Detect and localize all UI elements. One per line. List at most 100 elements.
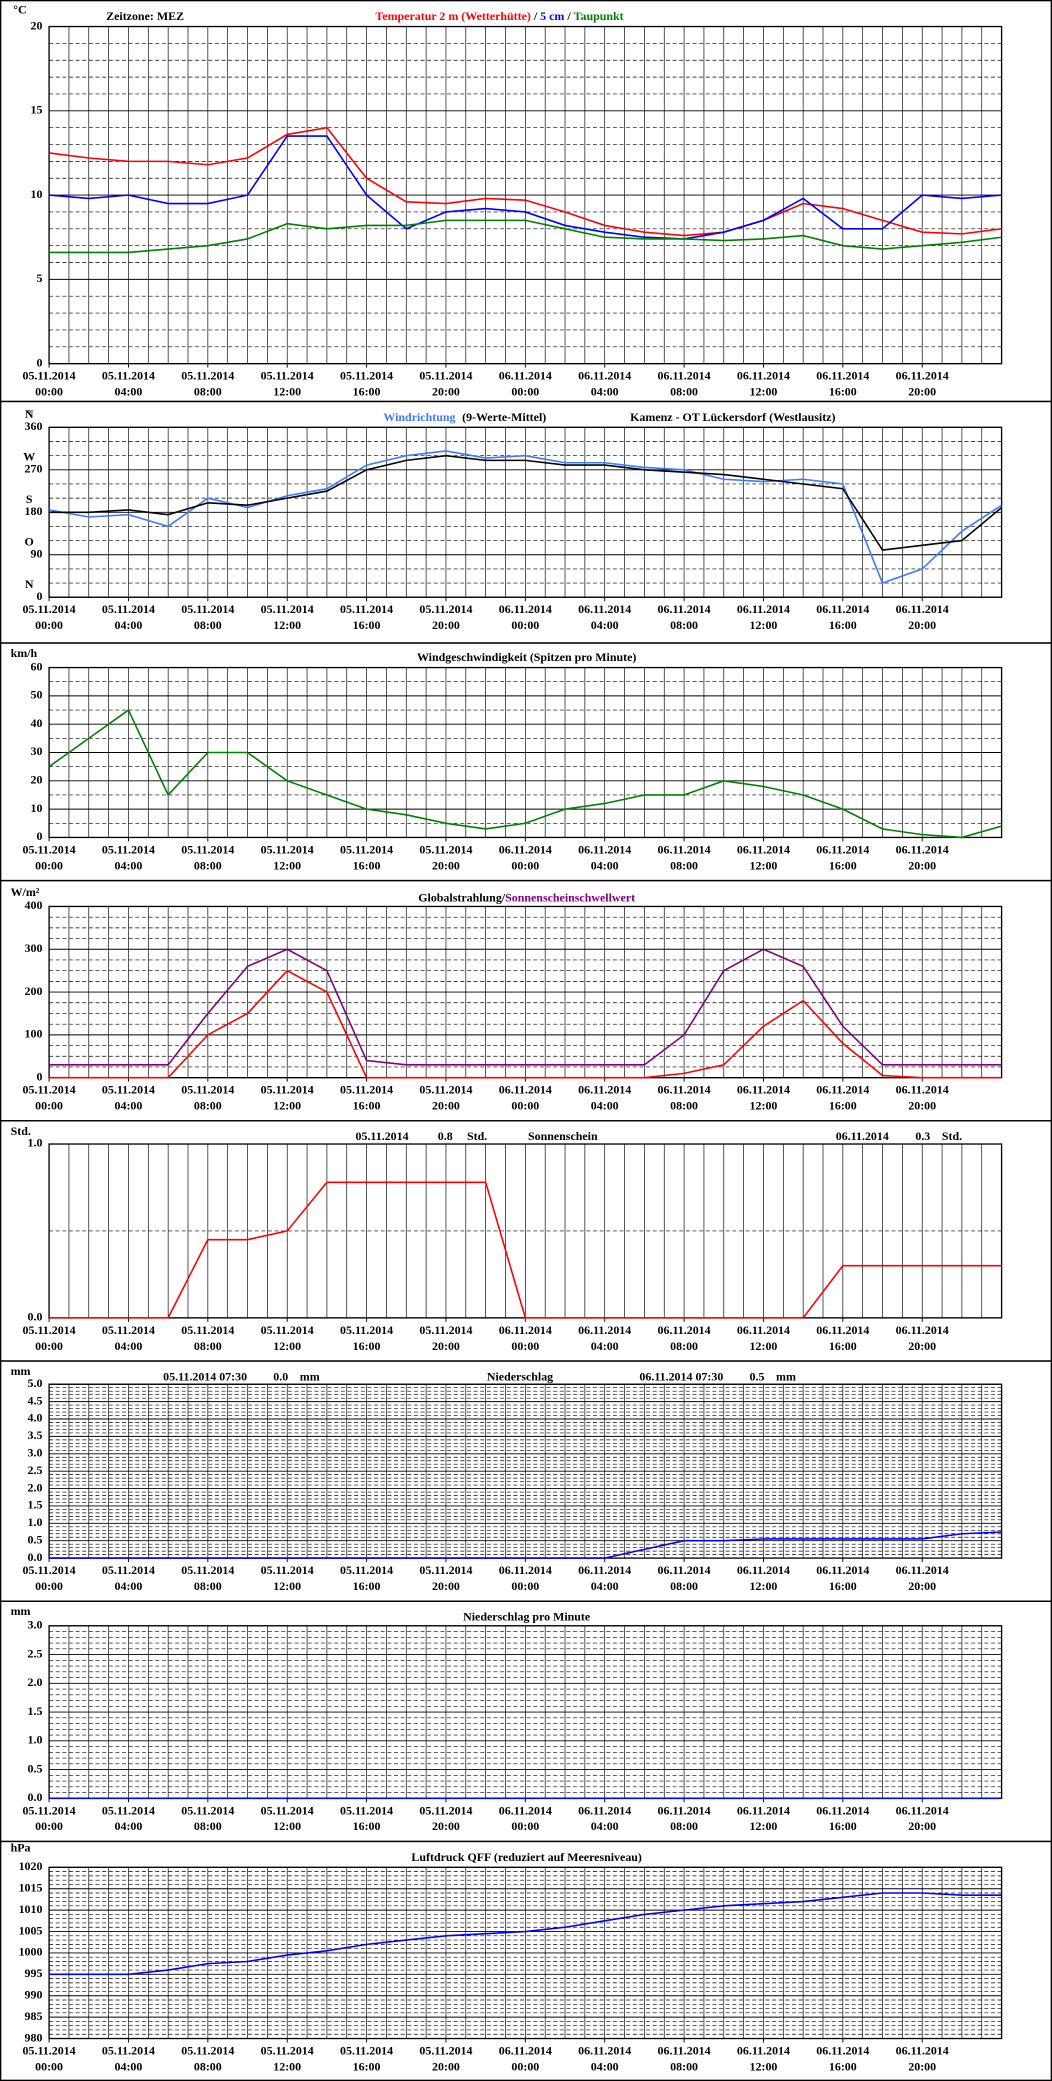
x-tick-date: 06.11.2014 xyxy=(658,1323,711,1337)
x-tick-time: 00:00 xyxy=(511,2059,539,2073)
x-tick-time: 00:00 xyxy=(35,618,63,632)
x-tick-time: 04:00 xyxy=(115,858,143,872)
legend: Globalstrahlung/Sonnenscheinschwellwert xyxy=(418,890,635,904)
x-tick-time: 00:00 xyxy=(35,1579,63,1593)
x-tick-date: 06.11.2014 xyxy=(578,1803,631,1817)
annotation: mm xyxy=(776,1369,796,1383)
x-tick-time: 08:00 xyxy=(670,385,698,399)
x-tick-date: 06.11.2014 xyxy=(578,842,631,856)
x-tick-date: 05.11.2014 xyxy=(419,602,472,616)
panel: 0.0 0.5 1.0 1.5 2.0 2.5 3.0 05.11.2014 00:00 05.1… xyxy=(0,1600,1052,1843)
x-tick-time: 12:00 xyxy=(273,858,301,872)
x-tick-time: 04:00 xyxy=(115,2059,143,2073)
x-tick-date: 05.11.2014 xyxy=(102,602,155,616)
x-tick-time: 20:00 xyxy=(908,618,936,632)
x-tick-time: 16:00 xyxy=(829,1819,857,1833)
y-tick-label: 995 xyxy=(25,1966,43,1980)
x-tick-time: 08:00 xyxy=(194,858,222,872)
panel: 980 985 990 995 1000 1005 1010 1015 1020 05.11.20… xyxy=(0,1840,1052,2081)
x-tick-date: 05.11.2014 xyxy=(181,369,234,383)
x-tick-time: 20:00 xyxy=(908,858,936,872)
x-tick-date: 05.11.2014 xyxy=(181,1323,234,1337)
legend-separator: / xyxy=(564,9,573,23)
x-tick-date: 05.11.2014 xyxy=(261,1323,314,1337)
x-tick-date: 06.11.2014 xyxy=(499,1323,552,1337)
x-tick-date: 05.11.2014 xyxy=(23,1563,76,1577)
x-tick-time: 00:00 xyxy=(511,1099,539,1113)
x-tick-time: 04:00 xyxy=(591,385,619,399)
x-tick-date: 06.11.2014 xyxy=(896,369,949,383)
y-tick-label: 100 xyxy=(25,1027,43,1041)
x-tick-time: 04:00 xyxy=(591,858,619,872)
annotation: Std. xyxy=(942,1129,962,1143)
y-tick-label: 30 xyxy=(31,744,43,758)
y-tick-label: 90 xyxy=(31,546,43,560)
x-tick-time: 12:00 xyxy=(273,2059,301,2073)
x-tick-time: 12:00 xyxy=(273,1579,301,1593)
x-tick-date: 05.11.2014 xyxy=(340,1083,393,1097)
y-tick-label: 200 xyxy=(25,984,43,998)
y-tick-label: 2.0 xyxy=(28,1675,43,1689)
x-tick-time: 00:00 xyxy=(511,1579,539,1593)
y-tick-label: 2.0 xyxy=(28,1480,43,1494)
annotation: 06.11.2014 07:30 xyxy=(639,1369,723,1383)
x-tick-date: 06.11.2014 xyxy=(578,369,631,383)
x-tick-date: 06.11.2014 xyxy=(896,842,949,856)
x-tick-time: 12:00 xyxy=(750,858,778,872)
x-tick-date: 05.11.2014 xyxy=(261,1803,314,1817)
y-tick-label: 1005 xyxy=(19,1923,43,1937)
x-tick-date: 06.11.2014 xyxy=(816,1323,869,1337)
x-tick-date: 05.11.2014 xyxy=(419,2044,472,2058)
x-tick-date: 06.11.2014 xyxy=(499,842,552,856)
y-tick-label: 20 xyxy=(31,773,43,787)
x-tick-date: 06.11.2014 xyxy=(499,1083,552,1097)
station: Kamenz - OT Lückersdorf (Westlausitz) xyxy=(630,410,835,424)
y-tick-label: 2.5 xyxy=(28,1463,43,1477)
x-tick-date: 06.11.2014 xyxy=(896,1803,949,1817)
annotation: 0.8 xyxy=(438,1129,453,1143)
x-tick-time: 20:00 xyxy=(908,1819,936,1833)
series-line xyxy=(49,1531,1002,1559)
x-tick-time: 20:00 xyxy=(908,1339,936,1353)
x-tick-time: 16:00 xyxy=(353,1579,381,1593)
x-tick-time: 04:00 xyxy=(115,385,143,399)
zone: Zeitzone: MEZ xyxy=(106,9,184,23)
title: Luftdruck QFF (reduziert auf Meeresnivea… xyxy=(411,1850,642,1864)
y-tick-label: 1.0 xyxy=(28,1136,43,1150)
x-tick-time: 20:00 xyxy=(432,618,460,632)
x-tick-date: 05.11.2014 xyxy=(23,369,76,383)
x-tick-date: 06.11.2014 xyxy=(658,1083,711,1097)
x-tick-date: 05.11.2014 xyxy=(261,602,314,616)
y-tick-label: 20 xyxy=(31,18,43,32)
y-tick-label: 50 xyxy=(31,688,43,702)
direction-label: W xyxy=(23,450,35,464)
y-tick-label: 60 xyxy=(31,659,43,673)
x-tick-date: 05.11.2014 xyxy=(23,1083,76,1097)
x-tick-time: 04:00 xyxy=(591,1339,619,1353)
x-tick-time: 04:00 xyxy=(591,2059,619,2073)
y-tick-label: 1010 xyxy=(19,1902,43,1916)
legend-entry: 5 cm xyxy=(540,9,564,23)
annotation: 06.11.2014 xyxy=(836,1129,889,1143)
series-line xyxy=(48,126,1002,237)
panel: 0N90O180S270W360N05.11.201400:0005.11.20… xyxy=(0,400,1052,644)
annotation: Niederschlag xyxy=(487,1369,553,1383)
x-tick-time: 20:00 xyxy=(908,1099,936,1113)
x-tick-date: 05.11.2014 xyxy=(23,842,76,856)
x-tick-time: 12:00 xyxy=(273,1819,301,1833)
y-tick-label: 3.5 xyxy=(28,1428,43,1442)
x-tick-time: 08:00 xyxy=(670,1339,698,1353)
x-tick-time: 12:00 xyxy=(750,1099,778,1113)
x-tick-date: 05.11.2014 xyxy=(181,1803,234,1817)
y-tick-label: 2.5 xyxy=(28,1646,43,1660)
x-tick-time: 00:00 xyxy=(35,1099,63,1113)
legend-entry: Temperatur 2 m (Wetterhütte) xyxy=(375,9,530,23)
x-tick-time: 20:00 xyxy=(908,1579,936,1593)
x-tick-time: 04:00 xyxy=(115,1579,143,1593)
x-tick-time: 04:00 xyxy=(591,618,619,632)
x-tick-time: 00:00 xyxy=(511,1819,539,1833)
legend: Temperatur 2 m (Wetterhütte) / 5 cm / Ta… xyxy=(375,9,623,23)
x-tick-time: 04:00 xyxy=(115,1339,143,1353)
x-tick-date: 06.11.2014 xyxy=(658,369,711,383)
y-tick-label: 0 xyxy=(36,829,42,843)
